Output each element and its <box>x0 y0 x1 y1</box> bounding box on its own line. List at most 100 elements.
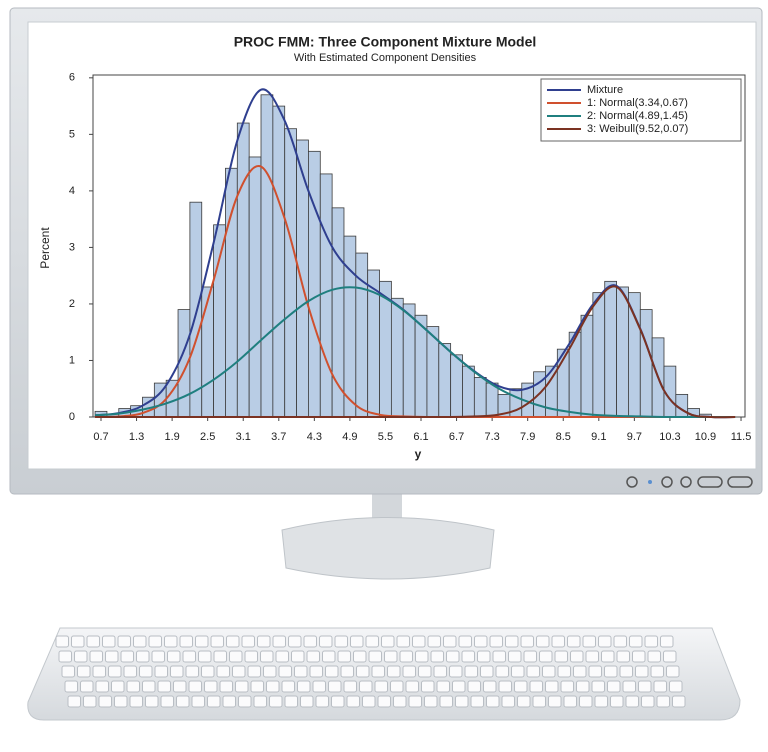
key <box>529 680 543 693</box>
key <box>458 635 472 648</box>
bar <box>260 94 274 418</box>
key <box>666 665 680 678</box>
key <box>505 635 519 648</box>
key <box>331 695 345 708</box>
key <box>480 665 494 678</box>
bar <box>201 286 214 418</box>
key <box>148 635 162 648</box>
key <box>486 695 500 708</box>
key <box>424 695 438 708</box>
key <box>157 680 171 693</box>
legend-label: 3: Weibull(9.52,0.07) <box>587 123 688 135</box>
button[interactable] <box>727 476 753 488</box>
key <box>164 635 178 648</box>
legend-label: 2: Normal(4.89,1.45) <box>587 110 688 122</box>
key <box>405 680 419 693</box>
keys <box>55 635 686 708</box>
key <box>663 650 677 663</box>
key <box>266 680 280 693</box>
key <box>501 695 515 708</box>
key <box>656 695 670 708</box>
key <box>356 665 370 678</box>
key <box>647 650 661 663</box>
key <box>114 695 128 708</box>
key <box>495 665 509 678</box>
key <box>58 650 72 663</box>
key <box>539 650 553 663</box>
density-curve <box>95 286 736 419</box>
x-tick-label: 11.5 <box>731 431 752 443</box>
key <box>635 665 649 678</box>
key <box>573 665 587 678</box>
x-tick-label: 4.9 <box>342 431 357 443</box>
key <box>353 650 367 663</box>
key <box>235 680 249 693</box>
key <box>443 635 457 648</box>
x-tick-label: 7.9 <box>520 431 535 443</box>
key <box>619 665 633 678</box>
key <box>337 650 351 663</box>
key <box>142 680 156 693</box>
x-tick-label: 9.1 <box>591 431 606 443</box>
key <box>315 695 329 708</box>
key <box>216 665 230 678</box>
key <box>622 680 636 693</box>
key <box>86 635 100 648</box>
key <box>334 635 348 648</box>
key <box>511 665 525 678</box>
key <box>210 635 224 648</box>
key <box>545 680 559 693</box>
key <box>346 695 360 708</box>
key <box>185 665 199 678</box>
key <box>253 695 267 708</box>
bar <box>213 224 226 418</box>
bar <box>414 314 428 418</box>
key <box>120 650 134 663</box>
key <box>436 680 450 693</box>
bar <box>296 139 309 418</box>
y-tick-label: 5 <box>69 128 75 140</box>
bar <box>604 280 617 418</box>
bar <box>319 173 333 418</box>
key <box>64 680 78 693</box>
key <box>350 635 364 648</box>
key <box>182 650 196 663</box>
bar <box>509 388 523 418</box>
key <box>288 635 302 648</box>
key <box>588 665 602 678</box>
key <box>384 650 398 663</box>
key <box>154 665 168 678</box>
button[interactable] <box>697 476 723 488</box>
bar <box>473 377 487 418</box>
bar <box>343 235 357 418</box>
key <box>179 635 193 648</box>
key <box>371 665 385 678</box>
key <box>111 680 125 693</box>
key <box>576 680 590 693</box>
key <box>275 650 289 663</box>
key <box>625 695 639 708</box>
key <box>219 680 233 693</box>
key <box>523 650 537 663</box>
key <box>594 695 608 708</box>
key <box>83 695 97 708</box>
key <box>433 665 447 678</box>
button[interactable] <box>680 476 692 488</box>
key <box>322 650 336 663</box>
key <box>412 635 426 648</box>
key <box>306 650 320 663</box>
key <box>368 650 382 663</box>
key <box>222 695 236 708</box>
key <box>526 665 540 678</box>
button[interactable] <box>661 476 673 488</box>
bar <box>450 354 463 418</box>
bar <box>580 314 594 418</box>
button[interactable] <box>626 476 638 488</box>
x-tick-label: 3.7 <box>271 431 286 443</box>
legend-label: 1: Normal(3.34,0.67) <box>587 97 688 109</box>
key <box>319 635 333 648</box>
key <box>396 635 410 648</box>
key <box>204 680 218 693</box>
y-axis-label: Percent <box>38 227 52 269</box>
key <box>653 680 667 693</box>
